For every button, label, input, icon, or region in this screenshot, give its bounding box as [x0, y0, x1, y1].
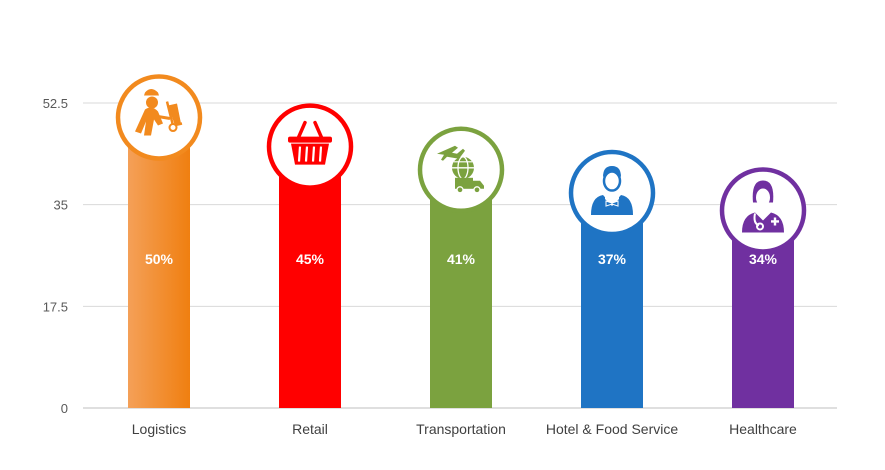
- y-tick-label: 52.5: [43, 96, 68, 111]
- category-label: Hotel & Food Service: [546, 421, 678, 437]
- value-label: 50%: [145, 251, 174, 267]
- bar-logistics: [128, 117, 190, 409]
- y-tick-label: 35: [54, 198, 68, 213]
- delivery-worker-icon: [115, 74, 203, 161]
- plane-globe-truck-icon: [417, 126, 505, 214]
- shopping-basket-icon: [266, 103, 354, 190]
- value-label: 45%: [296, 251, 325, 267]
- category-label: Healthcare: [729, 421, 797, 437]
- category-label: Logistics: [132, 421, 186, 437]
- bar-retail: [279, 146, 341, 409]
- value-label: 37%: [598, 251, 627, 267]
- category-label: Retail: [292, 421, 328, 437]
- waiter-icon: [568, 149, 656, 237]
- y-tick-label: 0: [61, 401, 68, 416]
- doctor-icon: [719, 167, 807, 254]
- value-label: 41%: [447, 251, 476, 267]
- value-label: 34%: [749, 251, 778, 267]
- y-tick-label: 17.5: [43, 299, 68, 314]
- category-label: Transportation: [416, 421, 506, 437]
